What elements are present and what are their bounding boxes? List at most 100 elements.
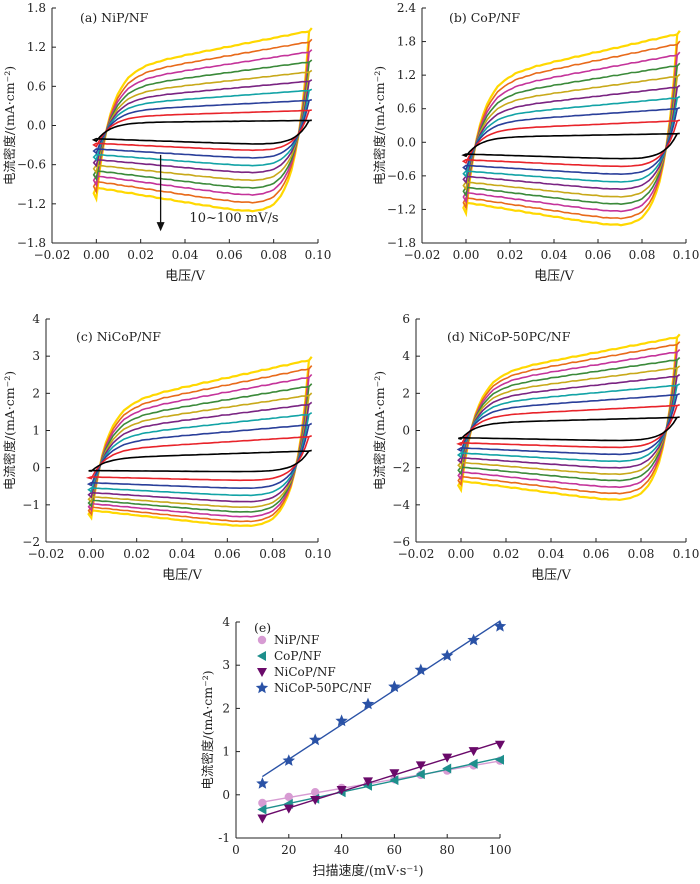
y-tick-label: 2: [222, 701, 230, 715]
panel-a-cv-nip: (a) NiP/NF −0.02 0.00 0.02 0.04 0.06 0.08 0.10…: [2, 1, 331, 284]
y-tick-label: 4: [222, 615, 230, 629]
y-tick-label: 0.6: [27, 79, 46, 93]
data-point: [415, 761, 426, 771]
cv-curve-50mv-s: [457, 373, 681, 469]
panel-a-title: (a) NiP/NF: [80, 10, 149, 25]
y-axis-title: 电流密度/(mA·cm⁻²): [2, 66, 17, 185]
cv-curve-80mv-s: [462, 51, 681, 213]
cv-curve-20mv-s: [461, 119, 681, 168]
y-tick-label: 3: [222, 658, 230, 672]
y-axis-title: 电流密度/(mA·cm⁻²): [372, 371, 387, 490]
fit-line-0: [262, 760, 501, 803]
legend: NiP/NF CoP/NF NiCoP/NF NiCoP-50PC/NF: [255, 633, 372, 695]
data-point: [282, 754, 295, 766]
data-point: [258, 798, 267, 808]
y-axis-title: 电流密度/(mA·cm⁻²): [372, 66, 387, 185]
data-point: [495, 740, 505, 750]
data-point: [389, 769, 400, 779]
x-tick-label: 0.04: [538, 547, 565, 561]
x-tick-label: 0.00: [78, 547, 105, 561]
x-tick-label: 0.08: [629, 248, 656, 262]
cv-curve-60mv-s: [462, 73, 681, 198]
cv-curve-100mv-s: [92, 27, 313, 213]
cv-curve-50mv-s: [87, 401, 313, 503]
x-axis-title: 电压/V: [165, 269, 205, 284]
cv-curve-30mv-s: [462, 106, 681, 176]
cv-curve-10mv-s: [458, 416, 680, 442]
data-point: [361, 697, 375, 710]
cv-curve-60mv-s: [92, 69, 313, 182]
cv-curve-70mv-s: [462, 62, 681, 206]
x-tick-label: −0.02: [28, 547, 65, 561]
y-tick-label: 4: [402, 349, 410, 363]
y-tick-label: 1.2: [27, 40, 46, 54]
fit-line-1: [262, 757, 501, 810]
y-tick-label: 0.0: [397, 135, 416, 149]
x-tick-label: 0.06: [214, 547, 241, 561]
data-point: [468, 758, 478, 769]
y-tick-label: −2: [22, 535, 40, 549]
cv-curve-20mv-s: [92, 109, 312, 152]
cv-curve-60mv-s: [87, 392, 313, 509]
data-point: [256, 777, 269, 789]
y-tick-label: 0.0: [27, 119, 46, 133]
cv-curve-10mv-s: [461, 132, 680, 160]
x-tick-label: 0.06: [583, 547, 610, 561]
data-point: [389, 775, 399, 786]
cv-curve-100mv-s: [457, 333, 681, 502]
data-point: [495, 754, 504, 765]
cv-curve-70mv-s: [92, 59, 313, 189]
scan-direction-arrowhead: [156, 222, 165, 232]
cv-curve-20mv-s: [85, 435, 312, 482]
data-point: [311, 788, 320, 797]
x-tick-label: 0.08: [260, 248, 287, 262]
data-point: [257, 814, 268, 824]
x-tick-label: 0.04: [541, 248, 568, 262]
y-tick-label: −1.2: [17, 197, 46, 211]
y-tick-label: 2.4: [397, 1, 416, 15]
cv-curve-60mv-s: [457, 365, 681, 476]
y-tick-label: 6: [402, 312, 410, 326]
y-tick-label: −1.8: [17, 236, 46, 250]
cv-curve-70mv-s: [87, 383, 313, 513]
y-tick-label: 2: [402, 386, 410, 400]
data-point: [414, 663, 427, 676]
y-tick-label: 1.2: [397, 68, 416, 82]
panel-b-title: (b) CoP/NF: [449, 10, 520, 25]
cv-curve-80mv-s: [92, 49, 313, 196]
y-tick-label: 0: [402, 424, 410, 438]
x-tick-label: 20: [281, 843, 296, 857]
cv-curve-70mv-s: [457, 357, 681, 482]
panel-e-title: (e): [254, 620, 271, 635]
cv-curve-30mv-s: [86, 422, 313, 490]
cv-curve-20mv-s: [456, 403, 680, 449]
y-tick-label: 0.6: [397, 102, 416, 116]
x-tick-label: 0.02: [497, 248, 524, 262]
cv-curve-30mv-s: [92, 98, 313, 159]
panel-b-cv-cop: (b) CoP/NF −0.02 0.00 0.02 0.04 0.06 0.08 0.10…: [372, 1, 699, 284]
x-tick-label: 0.10: [673, 547, 700, 561]
x-tick-label: 0.10: [305, 248, 332, 262]
x-axis-title: 电压/V: [534, 269, 574, 284]
x-tick-label: 0.10: [305, 547, 332, 561]
legend-label: CoP/NF: [274, 649, 321, 663]
y-tick-label: 1.8: [27, 1, 46, 15]
data-point: [310, 795, 321, 805]
y-axis-title: 电流密度/(mA·cm⁻²): [200, 670, 215, 789]
cv-curve-90mv-s: [457, 341, 681, 495]
data-point: [467, 633, 480, 646]
cv-curves: [461, 30, 681, 227]
cv-curve-100mv-s: [87, 356, 313, 528]
y-tick-label: −6: [392, 535, 410, 549]
cv-curve-100mv-s: [462, 30, 681, 227]
cv-curve-40mv-s: [92, 88, 313, 167]
data-point: [335, 714, 348, 727]
cv-curve-90mv-s: [87, 365, 313, 523]
cv-curve-10mv-s: [91, 119, 312, 145]
x-tick-label: 0.02: [493, 547, 520, 561]
x-tick-label: 60: [387, 843, 402, 857]
y-tick-label: −1.8: [387, 236, 416, 250]
x-tick-label: 0.02: [127, 248, 154, 262]
cv-curve-30mv-s: [456, 392, 681, 456]
x-tick-label: 0.00: [453, 248, 480, 262]
